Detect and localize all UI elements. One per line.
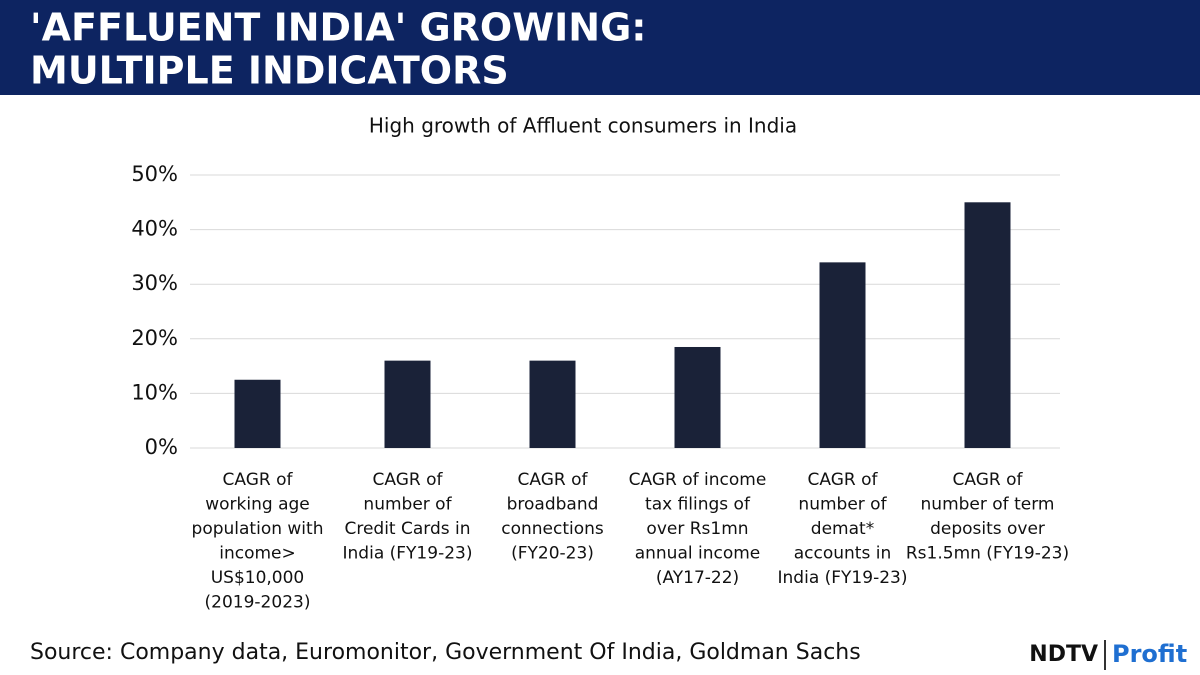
- y-tick-label: 10%: [131, 380, 178, 404]
- x-tick-label: Credit Cards in: [344, 519, 470, 539]
- x-tick-label: India (FY19-23): [778, 568, 908, 588]
- chart-title: High growth of Affluent consumers in Ind…: [369, 114, 797, 138]
- x-tick-label: accounts in: [794, 544, 891, 564]
- x-tick-label: number of term: [921, 495, 1055, 515]
- bar: [529, 360, 576, 448]
- x-tick-label: CAGR of: [808, 470, 879, 490]
- x-tick-label: annual income: [635, 544, 761, 564]
- bar: [234, 379, 281, 448]
- y-tick-label: 30%: [131, 271, 178, 295]
- bar: [819, 262, 866, 448]
- x-tick-label: (AY17-22): [656, 568, 739, 588]
- x-tick-label: demat*: [811, 519, 874, 539]
- bar: [674, 346, 721, 448]
- x-tick-label: broadband: [507, 495, 599, 515]
- logo-product: Profit: [1112, 640, 1187, 668]
- header-title: 'AFFLUENT INDIA' GROWING:: [30, 6, 646, 50]
- x-tick-label: deposits over: [930, 519, 1045, 539]
- y-tick-label: 50%: [131, 162, 178, 186]
- x-tick-label: Rs1.5mn (FY19-23): [906, 544, 1069, 564]
- x-tick-label: India (FY19-23): [343, 544, 473, 564]
- x-tick-label: number of: [798, 495, 887, 515]
- x-tick-label: tax filings of: [645, 495, 751, 515]
- x-tick-label: CAGR of: [373, 470, 444, 490]
- bar: [964, 202, 1011, 448]
- x-tick-label: income>: [219, 544, 296, 564]
- x-tick-label: population with: [192, 519, 324, 539]
- x-tick-label: US$10,000: [211, 568, 305, 588]
- x-tick-label: (FY20-23): [511, 544, 594, 564]
- bar: [384, 360, 431, 448]
- y-tick-label: 20%: [131, 326, 178, 350]
- x-tick-label: CAGR of: [953, 470, 1024, 490]
- x-tick-label: working age: [205, 495, 310, 515]
- source-note: Source: Company data, Euromonitor, Gover…: [30, 640, 861, 665]
- x-tick-label: number of: [363, 495, 452, 515]
- x-tick-label: connections: [501, 519, 604, 539]
- x-tick-label: CAGR of: [223, 470, 294, 490]
- y-tick-label: 40%: [131, 217, 178, 241]
- logo-brand: NDTV: [1029, 642, 1098, 667]
- y-tick-label: 0%: [145, 435, 178, 459]
- x-tick-label: CAGR of income: [629, 470, 767, 490]
- header-banner: [0, 0, 1200, 95]
- x-tick-label: CAGR of: [518, 470, 589, 490]
- header-title: MULTIPLE INDICATORS: [30, 49, 509, 93]
- x-tick-label: (2019-2023): [205, 593, 311, 613]
- x-tick-label: over Rs1mn: [646, 519, 748, 539]
